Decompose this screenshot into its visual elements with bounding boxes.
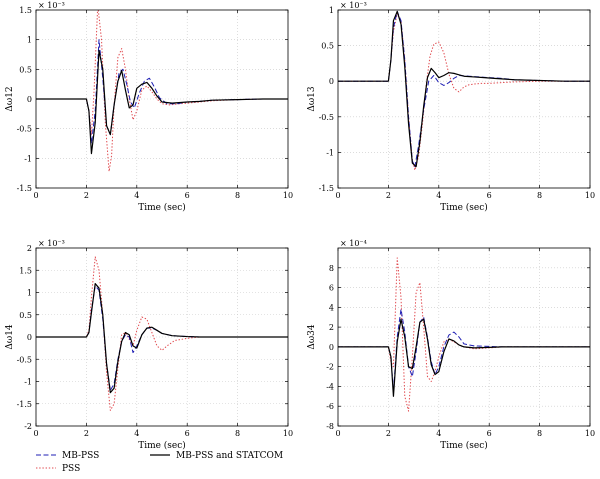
y-tick-label: 0 — [329, 343, 334, 352]
y-tick-label: -0.5 — [319, 113, 334, 122]
y-tick-label: 2 — [27, 244, 32, 253]
x-tick-label: 0 — [335, 191, 340, 200]
series-line-mbpss — [338, 10, 590, 168]
series-line-mbpss — [338, 308, 590, 392]
y-axis-label: Δω34 — [307, 324, 317, 350]
y-tick-label: 0 — [27, 333, 32, 342]
y-axis-label: Δω14 — [5, 324, 15, 350]
x-tick-label: 2 — [386, 191, 391, 200]
x-tick-label: 4 — [436, 191, 441, 200]
series-line-pss — [338, 13, 590, 171]
x-tick-label: 10 — [585, 429, 595, 438]
x-tick-label: 4 — [436, 429, 441, 438]
series-line-statcom — [36, 283, 288, 394]
y-tick-label: -2 — [326, 363, 334, 372]
y-tick-label: -1 — [326, 148, 334, 157]
y-tick-label: 0.5 — [19, 311, 32, 320]
y-tick-label: 1 — [329, 6, 334, 15]
y-tick-label: -6 — [326, 402, 334, 411]
subplot-2: 0 2 4 6 8 10 -1.5 -1 -0.5 0 0.5 1 × 10⁻³ Time (sec) Δω… — [307, 1, 595, 213]
y-tick-label: -8 — [326, 422, 334, 431]
series-line-mbpss — [36, 285, 288, 391]
x-tick-label: 10 — [283, 429, 293, 438]
y-tick-label: -2 — [24, 422, 32, 431]
series-line-statcom — [36, 49, 288, 155]
series-line-statcom — [338, 10, 590, 168]
x-tick-label: 4 — [134, 191, 139, 200]
x-tick-label: 6 — [487, 429, 492, 438]
x-tick-label: 10 — [585, 191, 595, 200]
y-tick-label: 1.5 — [19, 6, 32, 15]
y-tick-label: -1.5 — [17, 184, 32, 193]
y-tick-label: -1 — [24, 154, 32, 163]
y-tick-label: 1.5 — [19, 266, 32, 275]
y-axis-label: Δω13 — [307, 86, 317, 112]
y-tick-label: 4 — [329, 303, 334, 312]
legend-label: MB-PSS — [62, 451, 99, 461]
plot-frame — [337, 9, 591, 189]
x-axis-label: Time (sec) — [440, 202, 488, 213]
y-axis-label: Δω12 — [5, 86, 15, 111]
axis-exponent-label: × 10⁻³ — [340, 1, 367, 10]
subplot-1: 0 2 4 6 8 10 -1.5 -1 -0.5 0 0.5 1 1.5 × 10⁻³ Time (sec… — [5, 1, 293, 213]
x-tick-label: 2 — [84, 429, 89, 438]
x-axis-label: Time (sec) — [138, 440, 186, 451]
x-tick-label: 10 — [283, 191, 293, 200]
plot-frame — [337, 247, 591, 427]
series-line-pss — [36, 10, 288, 172]
x-tick-label: 6 — [487, 191, 492, 200]
y-tick-label: 0 — [329, 77, 334, 86]
y-tick-label: -1 — [24, 378, 32, 387]
y-tick-label: -0.5 — [17, 355, 32, 364]
x-tick-label: 8 — [235, 429, 240, 438]
x-tick-label: 2 — [84, 191, 89, 200]
axis-exponent-label: × 10⁻⁴ — [340, 239, 367, 248]
legend: MB-PSS PSS MB-PSS and STATCOM — [36, 451, 283, 474]
subplot-4: 0 2 4 6 8 10 -8 -6 -4 -2 0 2 4 6 8 × 10⁻⁴ Time (sec) Δω34 — [307, 239, 595, 451]
y-tick-label: 1 — [27, 36, 32, 45]
x-tick-label: 0 — [33, 429, 38, 438]
legend-item-statcom: MB-PSS and STATCOM — [150, 451, 283, 461]
y-tick-label: 8 — [329, 264, 334, 273]
x-tick-label: 6 — [185, 429, 190, 438]
y-tick-label: -1.5 — [319, 184, 334, 193]
legend-label: MB-PSS and STATCOM — [176, 451, 283, 461]
x-tick-label: 0 — [335, 429, 340, 438]
y-tick-label: 0.5 — [19, 65, 32, 74]
x-tick-label: 8 — [537, 191, 542, 200]
y-tick-label: 0.5 — [321, 42, 334, 51]
y-tick-label: -0.5 — [17, 125, 32, 134]
x-tick-label: 2 — [386, 429, 391, 438]
x-tick-label: 8 — [537, 429, 542, 438]
axis-exponent-label: × 10⁻³ — [38, 239, 65, 248]
subplot-3: 0 2 4 6 8 10 -2 -1.5 -1 -0.5 0 0.5 1 1.5 2 × 10⁻³ Time (… — [5, 239, 293, 451]
x-tick-label: 6 — [185, 191, 190, 200]
x-tick-label: 0 — [33, 191, 38, 200]
y-tick-label: -4 — [326, 382, 334, 391]
y-tick-label: 0 — [27, 95, 32, 104]
y-tick-label: 6 — [329, 284, 334, 293]
axis-exponent-label: × 10⁻³ — [38, 1, 65, 10]
x-axis-label: Time (sec) — [440, 440, 488, 451]
legend-item-pss: PSS — [36, 464, 80, 474]
y-tick-label: 2 — [329, 323, 334, 332]
x-axis-label: Time (sec) — [138, 202, 186, 213]
series-line-pss — [338, 257, 590, 412]
y-tick-label: -1.5 — [17, 400, 32, 409]
series-line-mbpss — [36, 39, 288, 144]
x-tick-label: 8 — [235, 191, 240, 200]
series-line-statcom — [338, 318, 590, 397]
x-tick-label: 4 — [134, 429, 139, 438]
legend-item-mbpss: MB-PSS — [36, 451, 99, 461]
series-line-pss — [36, 256, 288, 411]
legend-label: PSS — [62, 464, 80, 474]
y-tick-label: 1 — [27, 289, 32, 298]
